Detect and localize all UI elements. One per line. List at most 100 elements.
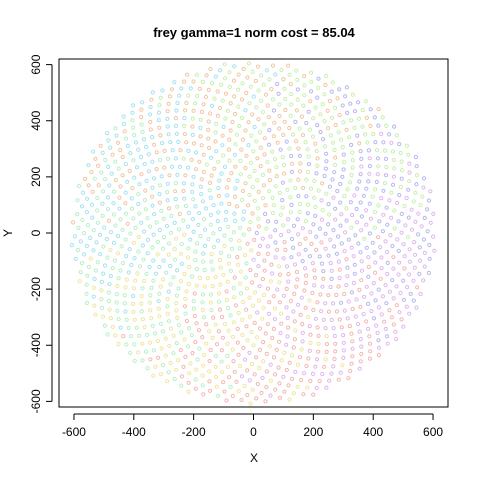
- data-point: [239, 147, 244, 152]
- data-point: [239, 374, 245, 379]
- data-point: [320, 181, 325, 186]
- data-point: [179, 383, 184, 388]
- data-point: [189, 157, 194, 162]
- data-point: [306, 154, 311, 159]
- data-point: [314, 247, 319, 252]
- data-point: [349, 212, 355, 218]
- data-point: [349, 290, 354, 295]
- data-point: [139, 293, 144, 298]
- data-point: [183, 354, 188, 359]
- data-point: [347, 180, 353, 185]
- data-point: [225, 193, 230, 198]
- data-point: [150, 159, 155, 164]
- x-tick-label: -200: [182, 425, 206, 439]
- data-point: [193, 340, 198, 345]
- data-point: [193, 167, 198, 172]
- data-point: [121, 121, 127, 127]
- data-point: [194, 72, 199, 77]
- data-point: [305, 202, 310, 207]
- data-point: [394, 303, 399, 308]
- data-point: [121, 114, 126, 119]
- data-point: [191, 79, 196, 84]
- data-point: [414, 305, 419, 310]
- data-point: [279, 233, 284, 238]
- data-point: [339, 325, 344, 330]
- data-point: [244, 307, 249, 312]
- data-point: [297, 241, 302, 247]
- data-point: [158, 133, 163, 138]
- data-point: [407, 161, 412, 166]
- data-point: [124, 317, 129, 322]
- data-point: [344, 257, 349, 262]
- data-point: [213, 364, 218, 369]
- data-point: [239, 397, 244, 403]
- data-point: [242, 357, 248, 362]
- data-point: [329, 115, 335, 120]
- data-point: [303, 140, 308, 145]
- data-point: [286, 383, 291, 388]
- data-point: [260, 236, 265, 241]
- data-point: [343, 94, 348, 99]
- data-point: [191, 299, 196, 304]
- data-point: [176, 227, 182, 232]
- data-point: [347, 323, 352, 329]
- data-point: [394, 133, 399, 138]
- data-point: [308, 340, 313, 345]
- data-point: [349, 118, 354, 123]
- data-point: [106, 290, 112, 295]
- data-point: [228, 268, 233, 273]
- data-point: [201, 392, 206, 397]
- data-point: [385, 341, 390, 346]
- data-point: [218, 282, 223, 287]
- data-point: [328, 284, 333, 290]
- data-point: [193, 386, 198, 391]
- data-point: [292, 337, 297, 342]
- data-point: [114, 133, 119, 138]
- data-point: [176, 286, 181, 291]
- data-point: [268, 378, 273, 383]
- data-point: [157, 103, 162, 108]
- data-point: [374, 179, 379, 184]
- data-point: [167, 343, 172, 349]
- data-point: [371, 316, 377, 321]
- data-point: [358, 359, 363, 364]
- data-point: [183, 108, 188, 113]
- data-point: [323, 166, 328, 171]
- data-point: [216, 186, 221, 191]
- data-point: [387, 198, 392, 203]
- data-point: [364, 319, 369, 324]
- data-point: [271, 326, 276, 331]
- data-point: [118, 268, 123, 273]
- data-point: [186, 380, 191, 385]
- data-point: [93, 268, 99, 273]
- data-point: [80, 217, 85, 222]
- data-point: [311, 222, 316, 227]
- data-point: [84, 291, 89, 296]
- data-point: [150, 135, 155, 140]
- data-point: [201, 363, 206, 368]
- data-point: [226, 305, 231, 311]
- data-point: [149, 285, 154, 290]
- data-point: [332, 244, 337, 249]
- data-point: [238, 225, 243, 230]
- data-point: [264, 351, 269, 356]
- data-point: [357, 141, 362, 146]
- data-point: [330, 140, 336, 145]
- data-point: [256, 206, 261, 211]
- data-point: [272, 372, 278, 377]
- data-point: [306, 169, 311, 174]
- data-point: [388, 233, 393, 238]
- data-point: [277, 190, 282, 195]
- data-point: [366, 179, 371, 184]
- data-point: [179, 261, 184, 266]
- data-point: [125, 179, 130, 184]
- data-point: [295, 87, 300, 92]
- data-point: [376, 203, 381, 208]
- data-point: [230, 334, 235, 339]
- data-point: [102, 323, 108, 328]
- data-point: [193, 204, 198, 209]
- data-point: [286, 272, 291, 277]
- data-point: [196, 328, 202, 333]
- data-point: [224, 209, 229, 214]
